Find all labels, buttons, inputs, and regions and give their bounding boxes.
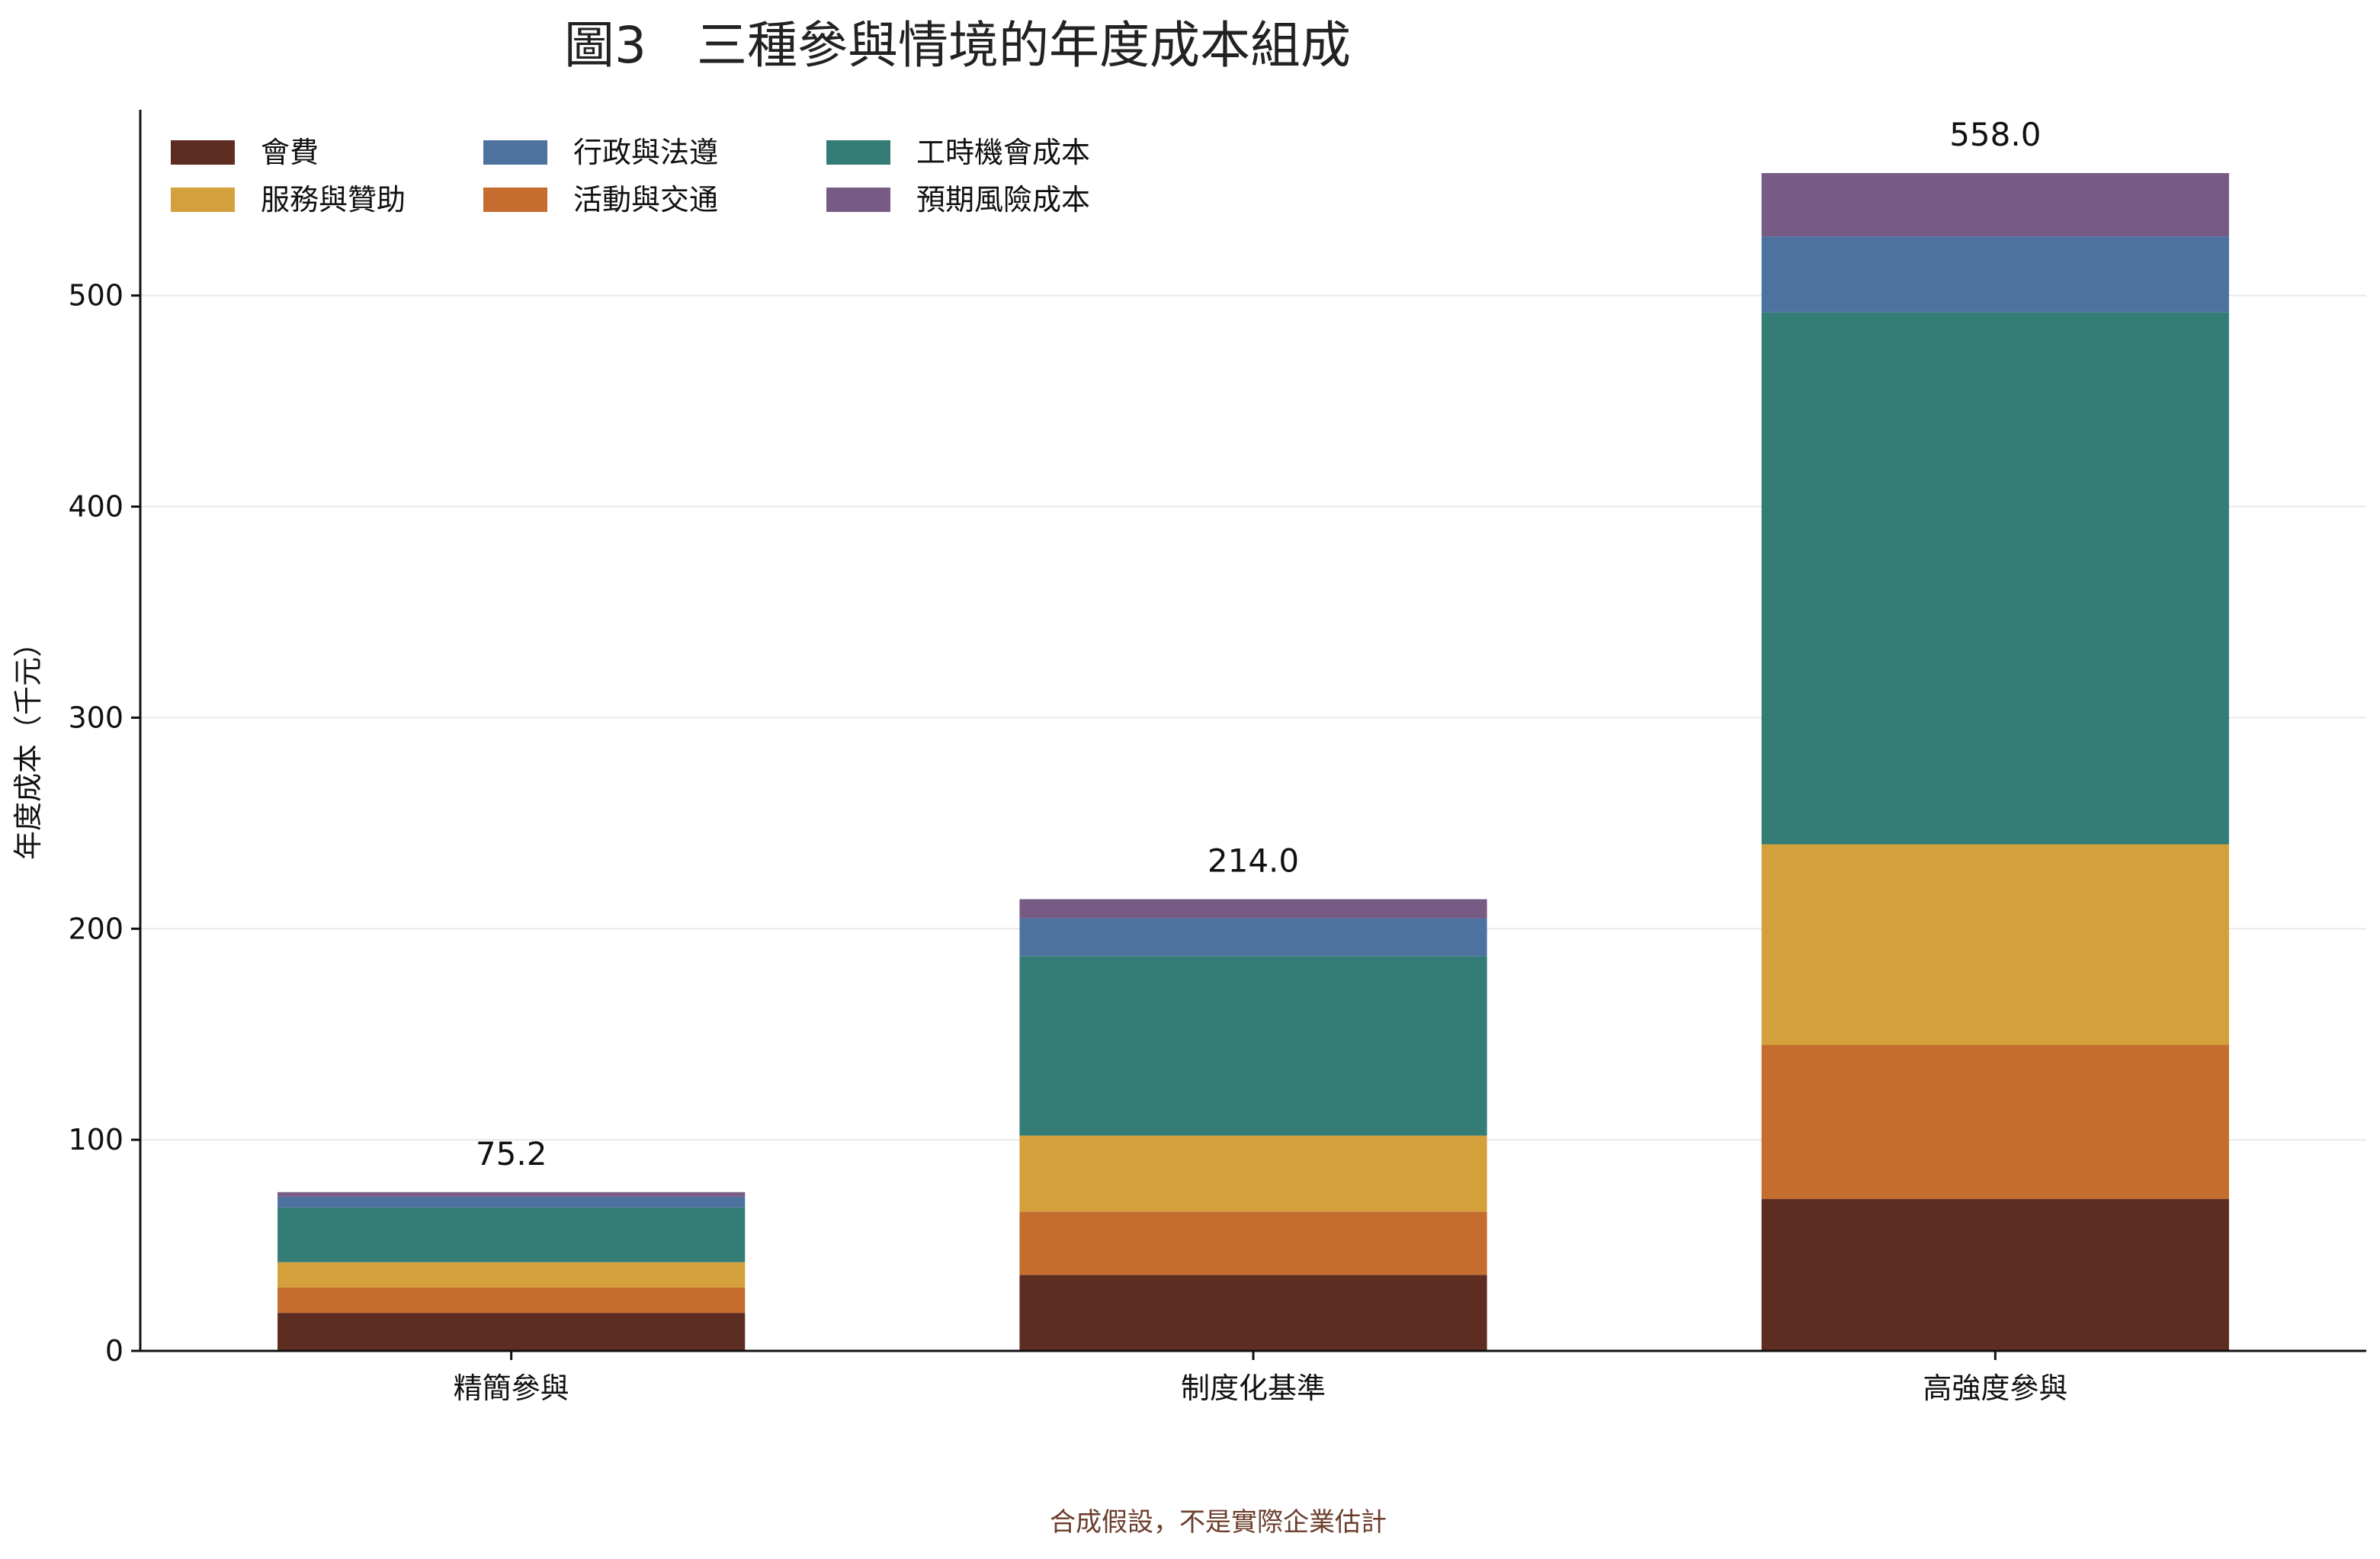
y-tick-label: 400 (68, 490, 123, 524)
bar-segment (1761, 236, 2229, 313)
legend-label: 會費 (261, 136, 319, 169)
y-tick-label: 100 (68, 1123, 123, 1156)
legend-label: 行政與法遵 (573, 136, 718, 169)
bar-segment (277, 1287, 746, 1314)
chart-title: 圖3 三種參與情境的年度成本組成 (564, 16, 1351, 75)
total-label: 558.0 (1949, 116, 2041, 153)
total-label: 75.2 (476, 1135, 547, 1172)
bar-segment (1019, 956, 1487, 1136)
bar-segment (277, 1262, 746, 1288)
legend-swatch (826, 188, 890, 212)
legend-item: 活動與交通 (483, 183, 718, 217)
bar-segment (1019, 899, 1487, 919)
bar-segment (1019, 1211, 1487, 1275)
legend-item: 服務與贊助 (171, 183, 406, 217)
legend-swatch (171, 188, 235, 212)
bar-segment (277, 1196, 746, 1208)
bar-segment (1761, 173, 2229, 237)
y-tick-label: 500 (68, 279, 123, 313)
legend-item: 行政與法遵 (483, 136, 718, 169)
x-tick-label: 制度化基準 (1181, 1371, 1326, 1405)
y-tick-label: 0 (105, 1334, 123, 1368)
bar-segment (1019, 1275, 1487, 1351)
bar-segment (1019, 1135, 1487, 1212)
footnote: 合成假設，不是實際企業估計 (1050, 1507, 1387, 1538)
x-tick-label: 高強度參與 (1923, 1371, 2067, 1405)
x-axis-ticks: 精簡參與 制度化基準 高強度參與 (454, 1351, 2067, 1405)
y-axis-label: 年度成本（千元） (11, 628, 45, 860)
y-tick-label: 200 (68, 912, 123, 945)
legend-swatch (826, 140, 890, 165)
legend-label: 工時機會成本 (916, 136, 1090, 169)
bar-segment (1019, 918, 1487, 957)
total-label: 214.0 (1208, 842, 1299, 879)
x-tick-label: 精簡參與 (454, 1371, 569, 1405)
legend-item: 會費 (171, 136, 319, 169)
bar-segment (277, 1192, 746, 1197)
bar-segment (1761, 1044, 2229, 1199)
legend-swatch (483, 140, 547, 165)
legend-label: 服務與贊助 (261, 183, 406, 217)
legend-label: 預期風險成本 (916, 183, 1090, 217)
legend-label: 活動與交通 (573, 183, 718, 217)
bar-segment (277, 1313, 746, 1351)
bar-segment (277, 1207, 746, 1262)
bar-segment (1761, 844, 2229, 1045)
y-tick-label: 300 (68, 701, 123, 734)
legend-swatch (483, 188, 547, 212)
legend-item: 工時機會成本 (826, 136, 1090, 169)
legend-item: 預期風險成本 (826, 183, 1090, 217)
legend-swatch (171, 140, 235, 165)
y-axis-ticks: 0 100 200 300 400 500 (68, 279, 140, 1368)
total-labels: 75.2 214.0 558.0 (476, 116, 2042, 1172)
bar-segment (1761, 1198, 2229, 1351)
bar-segment (1761, 312, 2229, 845)
bar-stacks (277, 173, 2229, 1351)
